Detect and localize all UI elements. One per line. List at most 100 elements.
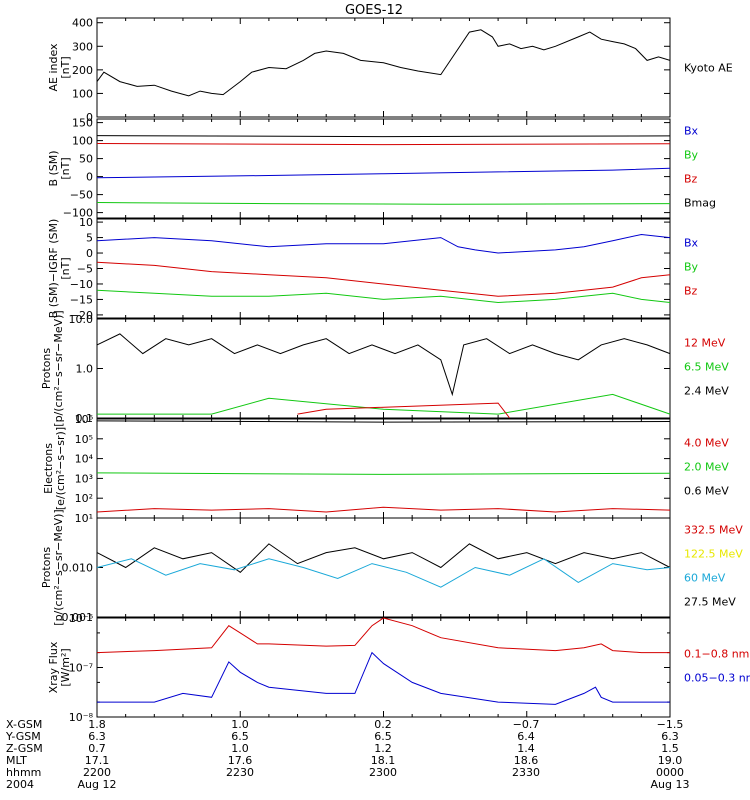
footer-value: 1.2 <box>374 742 392 755</box>
series-line-2-4-mev <box>96 333 671 397</box>
footer-value: 1.4 <box>517 742 535 755</box>
y-tick-label: 10 <box>79 216 93 229</box>
series-line-2-0-mev <box>96 472 671 475</box>
y-tick-label: 10² <box>75 492 93 505</box>
footer-row-label: hhmm <box>6 766 41 779</box>
legend-entry: Bx <box>684 125 699 138</box>
panel-frame <box>96 17 671 118</box>
legend-entry: By <box>684 149 699 162</box>
y-tick-label: 100 <box>72 135 93 148</box>
y-tick-label: −5 <box>77 263 93 276</box>
legend-entry: By <box>684 261 699 274</box>
legend-entry: 6.5 MeV <box>684 361 729 374</box>
series-line-27-5-mev <box>96 543 671 573</box>
y-axis-label: Protons[p/(cm²−s−sr−MeV)] <box>40 310 65 426</box>
series-line-bmag <box>96 135 671 138</box>
footer-value: −1.5 <box>657 718 684 731</box>
footer-row-label: MLT <box>6 754 27 767</box>
legend-entry: 2.0 MeV <box>684 461 729 474</box>
y-tick-label: 10⁴ <box>75 453 94 466</box>
footer-value: 1.5 <box>661 742 679 755</box>
y-tick-label: 50 <box>79 153 93 166</box>
series-line-0-6-mev <box>96 420 671 423</box>
footer-value: 6.3 <box>661 730 679 743</box>
footer-value: 0.2 <box>374 718 392 731</box>
panel-frame <box>96 418 671 519</box>
panel-5: 10¹ 10² 10³ 10⁴ 10⁵ 10⁶ Electrons[e/(cm²−s−sr)… <box>42 413 729 525</box>
footer-value: 0000 <box>656 766 684 779</box>
y-tick-label: −50 <box>70 189 93 202</box>
footer-value: 2300 <box>369 766 397 779</box>
legend-entry: 12 MeV <box>684 337 726 350</box>
series-line-by <box>96 289 671 304</box>
series-line-0-05-0-3-nm <box>97 651 670 705</box>
series-line-by <box>96 202 671 205</box>
y-tick-label: 100 <box>72 87 93 100</box>
legend-entry: 60 MeV <box>684 572 726 585</box>
y-tick-label: 10⁶ <box>75 413 94 426</box>
footer-value: 0.7 <box>88 742 106 755</box>
legend-entry: 27.5 MeV <box>684 596 736 609</box>
panel-3: −20 −15 −10 −5 0 5 10 B (SM)−IGRF (SM)[nT] Bx By B… <box>47 216 699 322</box>
footer-value: 19.0 <box>658 754 683 767</box>
legend-entry: 0.6 MeV <box>684 485 729 498</box>
legend-entry: 4.0 MeV <box>684 437 729 450</box>
y-tick-label: 0 <box>86 247 93 260</box>
legend-entry: Bx <box>684 237 699 250</box>
series-line-0-1-0-8-nm <box>96 617 670 654</box>
y-tick-label: −10 <box>70 278 93 291</box>
legend-entry: 0.05−0.3 nm <box>684 672 750 685</box>
y-tick-label: 10¹ <box>75 512 93 525</box>
footer-value: 18.1 <box>371 754 396 767</box>
y-tick-label: −15 <box>70 293 93 306</box>
chart-title: GOES-12 <box>345 3 403 18</box>
y-tick-label: 0.001 <box>62 611 94 624</box>
y-tick-label: −100 <box>63 207 93 220</box>
series-line-bz <box>96 143 671 146</box>
footer-row-label: Z-GSM <box>6 742 43 755</box>
y-tick-label: 10³ <box>75 472 93 485</box>
legend-entry: 2.4 MeV <box>684 385 729 398</box>
y-tick-label: 200 <box>72 64 93 77</box>
footer-value: 18.6 <box>514 754 539 767</box>
series-line-kyoto-ae <box>96 29 671 97</box>
footer-row-label: X-GSM <box>6 718 42 731</box>
series-line-60-mev <box>96 558 671 588</box>
y-axis-label: Xray Flux[W/m²] <box>47 641 72 693</box>
legend-entry: Bz <box>684 173 698 186</box>
footer-value: 2330 <box>512 766 540 779</box>
legend-entry: 0.1−0.8 nm <box>684 648 749 661</box>
panel-frame <box>96 517 671 618</box>
footer-value: 6.5 <box>231 730 249 743</box>
footer-value: 2200 <box>83 766 111 779</box>
legend-entry: Bz <box>684 285 698 298</box>
legend-entry: 332.5 MeV <box>684 524 743 537</box>
legend-entry: 122.5 MeV <box>684 548 743 561</box>
footer-value: 6.3 <box>88 730 106 743</box>
y-tick-label: 1.0 <box>76 363 94 376</box>
y-tick-label: 0.010 <box>62 562 94 575</box>
series-line-bx <box>96 233 671 254</box>
footer-value: Aug 12 <box>78 778 117 791</box>
series-line-bx <box>96 167 671 179</box>
legend-entry: Bmag <box>684 197 716 210</box>
y-axis-label: Electrons[e/(cm²−s−sr)] <box>42 427 67 510</box>
y-axis-label: AE index[nT] <box>47 43 72 92</box>
footer-row-label: 2004 <box>6 778 34 791</box>
y-tick-label: 400 <box>72 17 93 30</box>
y-axis-label: B (SM)−IGRF (SM)[nT] <box>47 219 72 319</box>
y-tick-label: 10⁻⁶ <box>69 612 94 625</box>
footer-value: 1.0 <box>231 742 249 755</box>
y-tick-label: 300 <box>72 40 93 53</box>
footer-value: 6.5 <box>374 730 392 743</box>
footer-value: −0.7 <box>513 718 540 731</box>
footer-ephemeris-table: X-GSM 1.8 1.0 0.2 −0.7 −1.5 Y-GSM 6.3 6.5 6.5 6.4 6… <box>5 718 689 791</box>
y-tick-label: −20 <box>70 309 93 322</box>
y-tick-label: 0.1 <box>76 412 94 425</box>
y-tick-label: 10⁻⁸ <box>69 711 94 724</box>
footer-value: 1.0 <box>231 718 249 731</box>
